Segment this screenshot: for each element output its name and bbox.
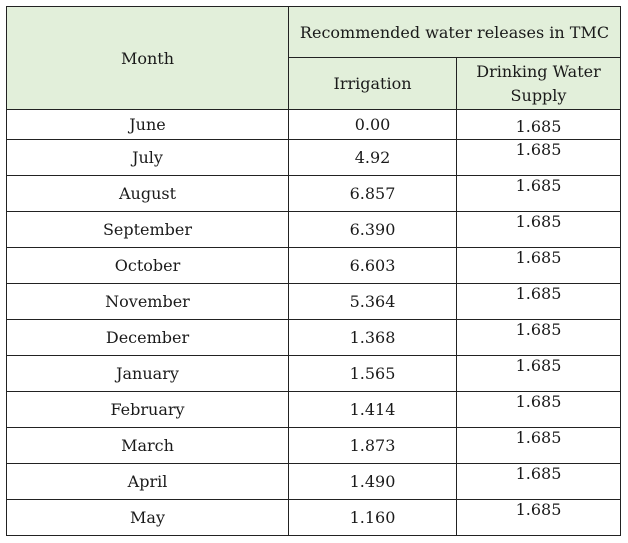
month-cell: June: [6, 109, 289, 140]
irrigation-cell: 1.160: [288, 499, 457, 536]
irrigation-header: Irrigation: [288, 57, 457, 110]
month-cell: November: [6, 283, 289, 320]
irrigation-cell: 6.603: [288, 247, 457, 284]
irrigation-cell: 1.368: [288, 319, 457, 356]
drinking-water-cell: 1.685: [456, 139, 621, 176]
drinking-water-cell: 1.685: [456, 355, 621, 392]
month-cell: September: [6, 211, 289, 248]
month-cell: December: [6, 319, 289, 356]
table-row: December 1.368 1.685: [6, 319, 621, 356]
month-cell: February: [6, 391, 289, 428]
month-cell: October: [6, 247, 289, 284]
irrigation-cell: 1.414: [288, 391, 457, 428]
drinking-water-cell: 1.685: [456, 211, 621, 248]
table-row: August 6.857 1.685: [6, 175, 621, 212]
drinking-water-cell: 1.685: [456, 175, 621, 212]
month-cell: August: [6, 175, 289, 212]
table-header: Month Recommended water releases in TMC …: [6, 6, 621, 110]
irrigation-cell: 1.490: [288, 463, 457, 500]
irrigation-cell: 6.857: [288, 175, 457, 212]
irrigation-cell: 1.565: [288, 355, 457, 392]
table-row: June 0.00 1.685: [6, 109, 621, 140]
month-header: Month: [6, 6, 289, 110]
month-cell: January: [6, 355, 289, 392]
drinking-water-cell: 1.685: [456, 109, 621, 140]
water-release-table: Month Recommended water releases in TMC …: [6, 6, 621, 536]
drinking-water-cell: 1.685: [456, 319, 621, 356]
drinking-water-header-line1: Drinking Water: [476, 61, 601, 81]
table-row: February 1.414 1.685: [6, 391, 621, 428]
month-cell: April: [6, 463, 289, 500]
group-header: Recommended water releases in TMC: [288, 6, 621, 58]
table-row: July 4.92 1.685: [6, 139, 621, 176]
irrigation-cell: 5.364: [288, 283, 457, 320]
month-cell: May: [6, 499, 289, 536]
irrigation-cell: 6.390: [288, 211, 457, 248]
drinking-water-cell: 1.685: [456, 499, 621, 536]
drinking-water-cell: 1.685: [456, 247, 621, 284]
table-row: April 1.490 1.685: [6, 463, 621, 500]
table-row: November 5.364 1.685: [6, 283, 621, 320]
table-row: March 1.873 1.685: [6, 427, 621, 464]
drinking-water-cell: 1.685: [456, 427, 621, 464]
irrigation-cell: 1.873: [288, 427, 457, 464]
irrigation-cell: 0.00: [288, 109, 457, 140]
drinking-water-cell: 1.685: [456, 391, 621, 428]
month-cell: July: [6, 139, 289, 176]
drinking-water-cell: 1.685: [456, 283, 621, 320]
drinking-water-header-line2: Supply: [510, 85, 567, 105]
table-body: June 0.00 1.685 July 4.92 1.685 August 6.857 1.6…: [6, 109, 621, 536]
irrigation-cell: 4.92: [288, 139, 457, 176]
table-row: September 6.390 1.685: [6, 211, 621, 248]
drinking-water-cell: 1.685: [456, 463, 621, 500]
drinking-water-header: Drinking Water Supply: [456, 57, 621, 110]
table-row: May 1.160 1.685: [6, 499, 621, 536]
table-row: January 1.565 1.685: [6, 355, 621, 392]
month-cell: March: [6, 427, 289, 464]
table-row: October 6.603 1.685: [6, 247, 621, 284]
